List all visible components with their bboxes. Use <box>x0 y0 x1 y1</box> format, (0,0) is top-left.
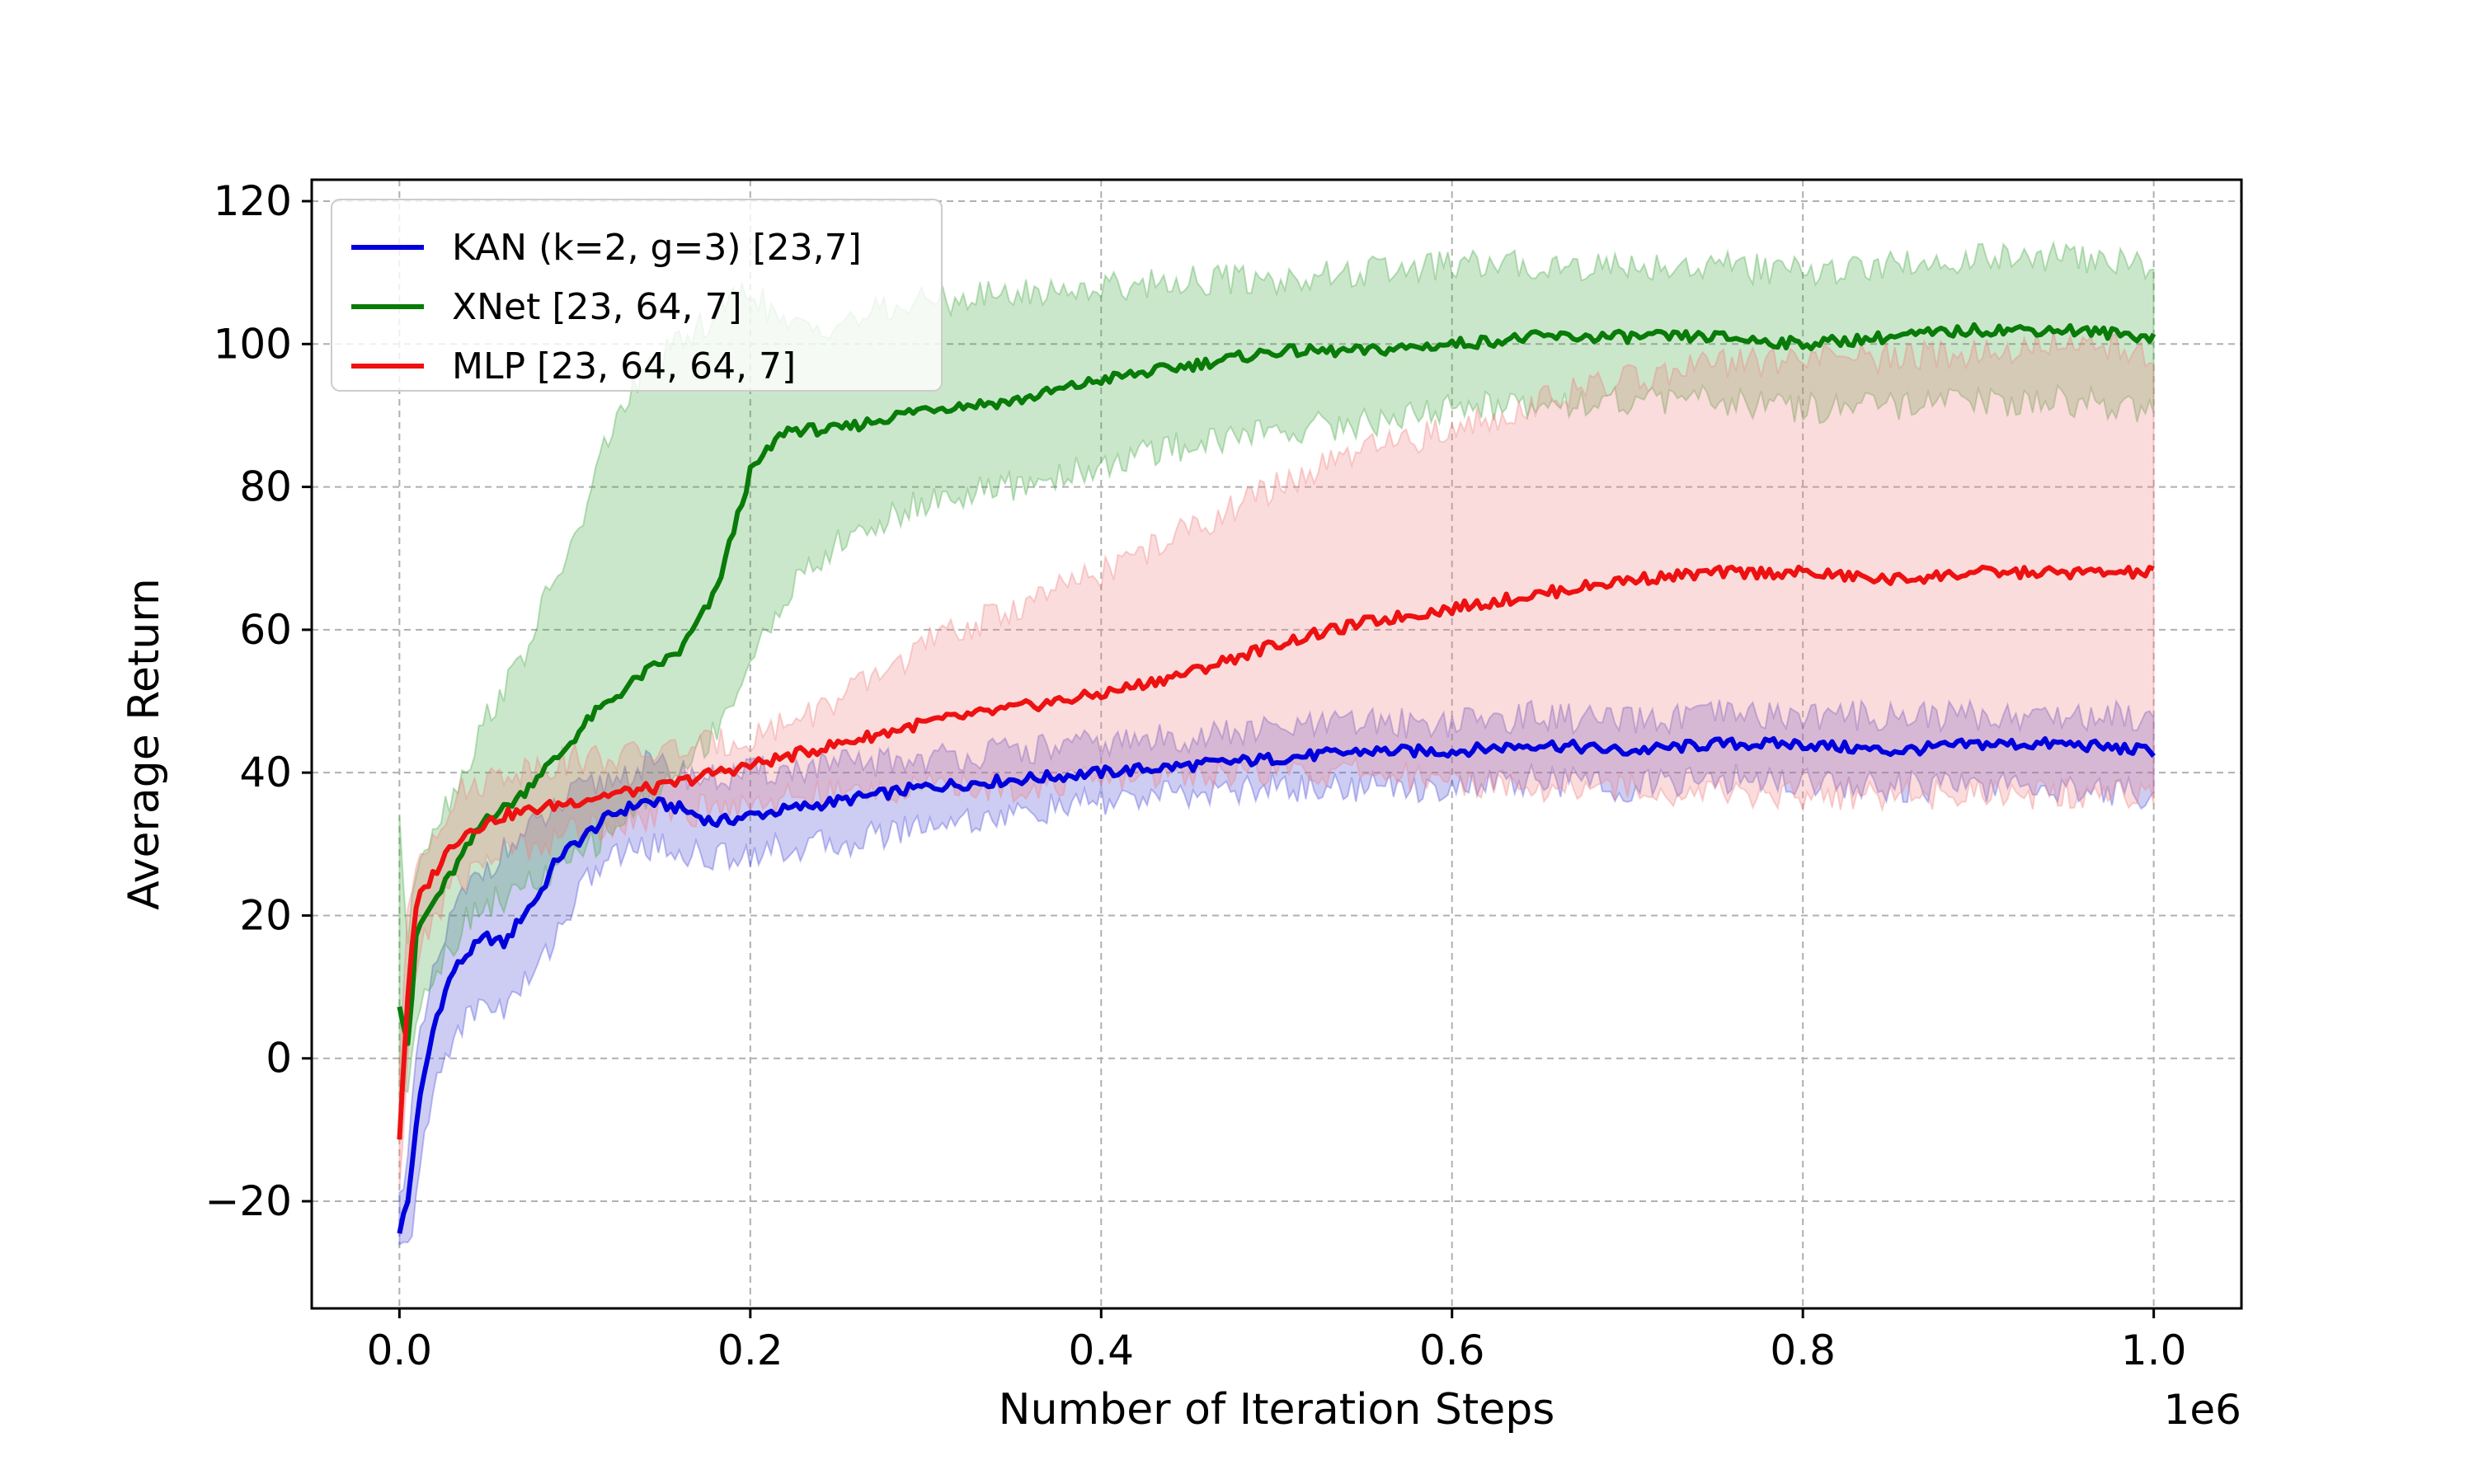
y-tick-label: 120 <box>214 177 292 225</box>
x-axis-ticks: 0.0 0.2 0.4 0.6 0.8 1.0 <box>367 1308 2187 1374</box>
series-line <box>397 735 2156 1234</box>
x-axis-label: Number of Iteration Steps <box>999 1385 1555 1435</box>
confidence-band <box>398 240 2155 1122</box>
confidence-band <box>398 331 2155 1189</box>
series-line <box>397 564 2155 1140</box>
x-tick-label: 0.6 <box>1419 1327 1485 1374</box>
series-line <box>397 322 2157 1046</box>
y-axis-label: Average Return <box>120 578 169 910</box>
y-tick-label: 100 <box>214 320 292 368</box>
legend-label: XNet [23, 64, 7] <box>452 286 742 328</box>
grid-lines <box>312 180 2241 1308</box>
confidence-band <box>398 697 2155 1247</box>
y-tick-label: 40 <box>239 749 292 796</box>
legend-box <box>331 199 943 392</box>
confidence-bands <box>398 240 2155 1247</box>
y-tick-label: 80 <box>239 463 292 511</box>
y-axis-ticks: −20 0 20 40 60 80 100 120 <box>205 177 312 1225</box>
x-tick-label: 1.0 <box>2121 1327 2187 1374</box>
legend-label: KAN (k=2, g=3) [23,7] <box>452 227 862 269</box>
legend: KAN (k=2, g=3) [23,7] XNet [23, 64, 7] MLP… <box>331 199 943 392</box>
x-tick-label: 0.8 <box>1770 1327 1836 1374</box>
y-tick-label: 20 <box>239 891 292 939</box>
x-tick-label: 0.0 <box>367 1327 433 1374</box>
y-tick-label: −20 <box>205 1177 292 1225</box>
legend-label: MLP [23, 64, 64, 7] <box>452 345 796 387</box>
x-tick-label: 0.4 <box>1069 1327 1135 1374</box>
series-lines <box>397 322 2157 1234</box>
plot-area-frame <box>310 178 2243 1310</box>
y-tick-label: 0 <box>266 1035 292 1082</box>
y-tick-label: 60 <box>239 606 292 654</box>
x-axis-offset-label: 1e6 <box>2164 1386 2241 1434</box>
x-tick-label: 0.2 <box>717 1327 783 1374</box>
